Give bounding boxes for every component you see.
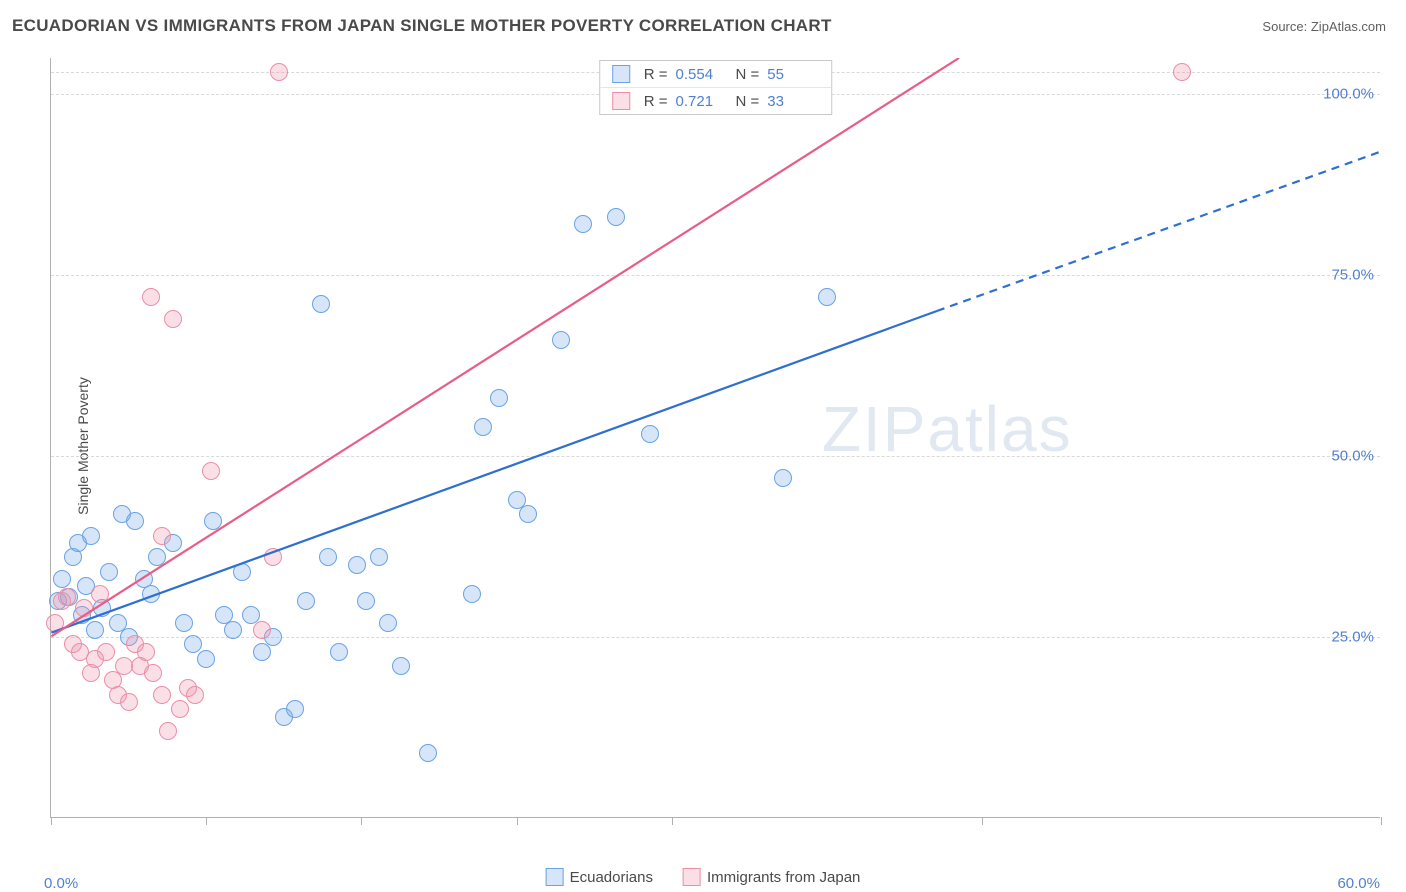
data-point [818, 288, 836, 306]
x-tick [361, 817, 362, 825]
y-tick-label: 50.0% [1331, 448, 1374, 465]
data-point [202, 462, 220, 480]
data-point [357, 592, 375, 610]
swatch-icon [612, 65, 630, 83]
data-point [1173, 63, 1191, 81]
data-point [97, 643, 115, 661]
swatch-icon [612, 92, 630, 110]
correlation-stats-box: R =0.554 N =55 R =0.721 N =33 [599, 60, 833, 115]
data-point [519, 505, 537, 523]
data-point [137, 643, 155, 661]
x-tick [1381, 817, 1382, 825]
data-point [297, 592, 315, 610]
data-point [159, 722, 177, 740]
data-point [142, 288, 160, 306]
chart-plot-area: R =0.554 N =55 R =0.721 N =33 ZIPatlas 2… [50, 58, 1380, 818]
x-tick [982, 817, 983, 825]
data-point [392, 657, 410, 675]
x-tick [51, 817, 52, 825]
x-tick [517, 817, 518, 825]
data-point [286, 700, 304, 718]
x-tick [206, 817, 207, 825]
data-point [224, 621, 242, 639]
data-point [474, 418, 492, 436]
data-point [100, 563, 118, 581]
data-point [574, 215, 592, 233]
data-point [319, 548, 337, 566]
stats-row: R =0.554 N =55 [600, 61, 832, 87]
scatter-layer [51, 58, 1380, 817]
source-credit: Source: ZipAtlas.com [1262, 19, 1386, 34]
y-tick-label: 75.0% [1331, 267, 1374, 284]
data-point [330, 643, 348, 661]
swatch-icon [546, 868, 564, 886]
legend-item: Ecuadorians [546, 868, 653, 886]
data-point [197, 650, 215, 668]
data-point [53, 570, 71, 588]
data-point [463, 585, 481, 603]
data-point [490, 389, 508, 407]
data-point [379, 614, 397, 632]
page-title: ECUADORIAN VS IMMIGRANTS FROM JAPAN SING… [12, 16, 832, 36]
data-point [186, 686, 204, 704]
data-point [75, 599, 93, 617]
data-point [774, 469, 792, 487]
data-point [370, 548, 388, 566]
legend-item: Immigrants from Japan [683, 868, 860, 886]
data-point [184, 635, 202, 653]
data-point [164, 310, 182, 328]
y-tick-label: 100.0% [1323, 86, 1374, 103]
data-point [233, 563, 251, 581]
data-point [607, 208, 625, 226]
data-point [312, 295, 330, 313]
x-tick-label: 0.0% [44, 875, 78, 892]
data-point [641, 425, 659, 443]
data-point [82, 527, 100, 545]
data-point [270, 63, 288, 81]
data-point [148, 548, 166, 566]
data-point [552, 331, 570, 349]
stats-row: R =0.721 N =33 [600, 87, 832, 114]
swatch-icon [683, 868, 701, 886]
data-point [264, 548, 282, 566]
series-legend: Ecuadorians Immigrants from Japan [546, 868, 861, 886]
data-point [58, 588, 76, 606]
data-point [253, 621, 271, 639]
data-point [175, 614, 193, 632]
x-tick-label: 60.0% [1337, 875, 1380, 892]
data-point [46, 614, 64, 632]
data-point [348, 556, 366, 574]
data-point [126, 512, 144, 530]
data-point [86, 621, 104, 639]
data-point [153, 686, 171, 704]
x-tick [672, 817, 673, 825]
data-point [171, 700, 189, 718]
data-point [91, 585, 109, 603]
data-point [120, 693, 138, 711]
y-tick-label: 25.0% [1331, 629, 1374, 646]
data-point [419, 744, 437, 762]
data-point [153, 527, 171, 545]
data-point [204, 512, 222, 530]
data-point [142, 585, 160, 603]
source-link[interactable]: ZipAtlas.com [1311, 19, 1386, 34]
data-point [144, 664, 162, 682]
